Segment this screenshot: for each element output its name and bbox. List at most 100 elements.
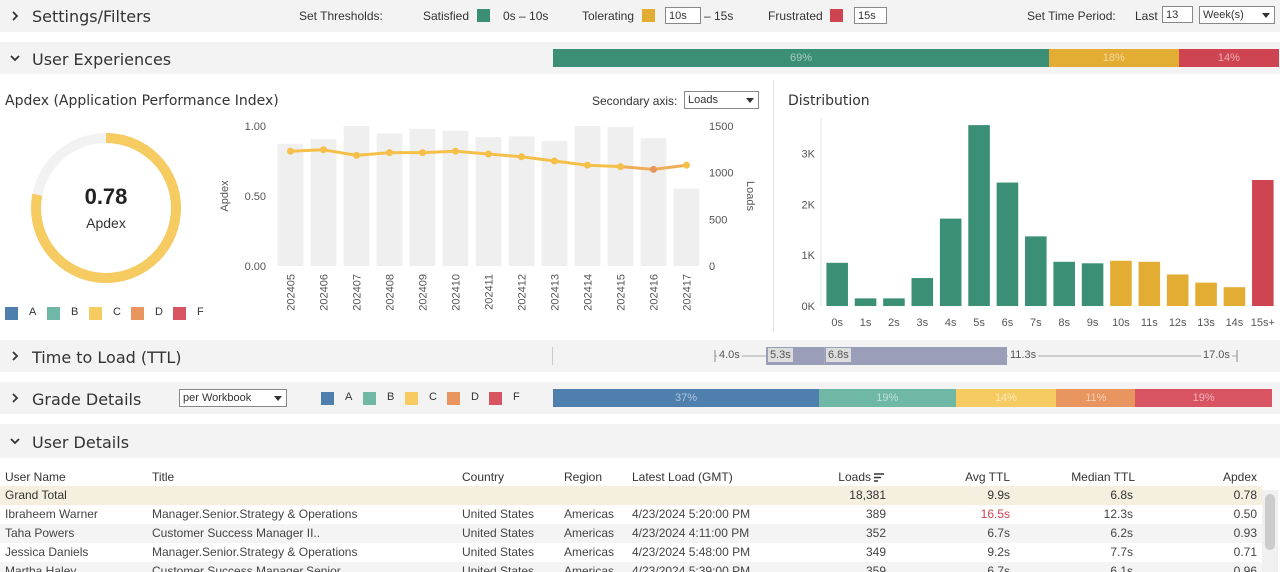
distribution-bar[interactable] xyxy=(883,298,905,306)
distribution-bar[interactable] xyxy=(1053,261,1075,306)
col-latest-load[interactable]: Latest Load (GMT) xyxy=(632,470,733,484)
apdex-point[interactable] xyxy=(683,161,690,169)
user-experiences-title[interactable]: User Experiences xyxy=(32,50,172,69)
apdex-point[interactable] xyxy=(386,149,393,157)
ux-segment-2[interactable]: 14% xyxy=(1178,49,1280,67)
table-row[interactable]: Jessica Daniels Manager.Senior.Strategy &… xyxy=(0,543,1262,562)
grade-segment-1[interactable]: 19% xyxy=(819,389,956,407)
y-tick-label: 0K xyxy=(802,301,816,313)
x-tick-label: 202417 xyxy=(682,274,694,311)
col-country[interactable]: Country xyxy=(462,470,505,484)
cell-country: United States xyxy=(462,564,535,572)
apdex-point[interactable] xyxy=(287,147,294,155)
loads-bar[interactable] xyxy=(607,126,634,266)
grand-total-apdex: 0.78 xyxy=(1233,488,1257,502)
apdex-point[interactable] xyxy=(617,163,624,171)
grade-segment-3[interactable]: 11% xyxy=(1056,389,1136,407)
distribution-bar[interactable] xyxy=(911,278,934,306)
apdex-point[interactable] xyxy=(584,161,591,169)
distribution-chart: 0K 1K 2K 3K 0s 1s 2s 3s 4s 5s 6s 7s 8s 9s 10s 11s 12s 13s… xyxy=(802,118,1275,329)
sort-icon[interactable] xyxy=(874,468,885,493)
distribution-bar[interactable] xyxy=(1195,282,1217,306)
chevron-right-icon[interactable] xyxy=(10,351,20,361)
chevron-right-icon[interactable] xyxy=(10,11,20,21)
distribution-bar[interactable] xyxy=(854,298,877,306)
distribution-bar[interactable] xyxy=(939,218,962,306)
distribution-bar[interactable] xyxy=(996,182,1019,306)
apdex-point[interactable] xyxy=(353,151,360,159)
loads-bar[interactable] xyxy=(640,138,667,266)
col-user-name[interactable]: User Name xyxy=(5,470,66,484)
frustrated-threshold-input[interactable]: 15s xyxy=(854,7,887,24)
period-unit-select[interactable]: Week(s) xyxy=(1199,6,1275,24)
legend-label-c: C xyxy=(429,391,437,403)
settings-title[interactable]: Settings/Filters xyxy=(32,7,151,26)
table-scrollbar[interactable] xyxy=(1262,490,1278,572)
distribution-bar[interactable] xyxy=(968,125,990,306)
distribution-bar[interactable] xyxy=(1081,263,1104,306)
chevron-down-icon[interactable] xyxy=(10,53,20,63)
apdex-point[interactable] xyxy=(419,149,426,157)
apdex-line-segment xyxy=(323,148,357,157)
ttl-min-label: 4.0s xyxy=(717,349,742,361)
loads-bar[interactable] xyxy=(310,139,337,266)
apdex-point[interactable] xyxy=(518,153,525,161)
cell-region: Americas xyxy=(564,526,615,540)
col-region[interactable]: Region xyxy=(564,470,603,484)
cell-country: United States xyxy=(462,507,535,521)
apdex-point[interactable] xyxy=(320,146,327,154)
apdex-point[interactable] xyxy=(452,147,459,155)
apdex-point[interactable] xyxy=(551,157,558,165)
loads-bar[interactable] xyxy=(343,126,370,266)
col-title[interactable]: Title xyxy=(152,470,175,484)
loads-bar[interactable] xyxy=(574,126,601,266)
apdex-point[interactable] xyxy=(485,150,492,158)
col-median-ttl[interactable]: Median TTL xyxy=(1071,470,1135,484)
cell-avg-ttl: 6.7s xyxy=(987,564,1010,572)
distribution-bar[interactable] xyxy=(1166,274,1189,306)
apdex-line-segment xyxy=(554,159,588,167)
loads-bar[interactable] xyxy=(475,137,502,266)
cell-title: Customer Success Manager.Senior xyxy=(152,564,341,572)
legend-label-b: B xyxy=(387,391,395,403)
cell-latest-load: 4/23/2024 5:39:00 PM xyxy=(632,564,751,572)
x-tick-label: 13s xyxy=(1197,317,1215,329)
ttl-title[interactable]: Time to Load (TTL) xyxy=(32,348,182,367)
ux-segment-1[interactable]: 18% xyxy=(1049,49,1179,67)
secondary-axis-select[interactable]: Loads xyxy=(684,91,759,109)
tolerating-swatch xyxy=(642,9,655,22)
grade-details-title[interactable]: Grade Details xyxy=(32,390,142,409)
chevron-right-icon[interactable] xyxy=(10,393,20,403)
col-apdex[interactable]: Apdex xyxy=(1222,470,1257,484)
grade-segment-2[interactable]: 14% xyxy=(955,389,1057,407)
distribution-bar[interactable] xyxy=(1138,261,1161,306)
grade-segment-4[interactable]: 19% xyxy=(1135,389,1272,407)
ux-segment-0[interactable]: 69% xyxy=(553,49,1050,67)
loads-bar[interactable] xyxy=(277,143,304,266)
scrollbar-thumb[interactable] xyxy=(1265,494,1275,550)
y2-axis-title: Loads xyxy=(744,181,756,211)
distribution-bar[interactable] xyxy=(1110,260,1132,306)
grade-scope-select[interactable]: per Workbook xyxy=(179,389,287,407)
satisfied-label: Satisfied xyxy=(423,9,470,23)
grade-segment-0[interactable]: 37% xyxy=(553,389,820,407)
tolerating-threshold-input[interactable]: 10s xyxy=(665,7,701,24)
distribution-bar[interactable] xyxy=(1025,236,1047,306)
col-avg-ttl[interactable]: Avg TTL xyxy=(965,470,1010,484)
loads-bar[interactable] xyxy=(673,188,700,266)
distribution-bar[interactable] xyxy=(1223,287,1246,306)
last-period-input[interactable]: 13 xyxy=(1162,6,1193,23)
chevron-down-icon[interactable] xyxy=(10,436,20,446)
cell-latest-load: 4/23/2024 5:48:00 PM xyxy=(632,545,751,559)
cell-loads: 352 xyxy=(865,526,886,540)
x-tick-label: 202408 xyxy=(385,274,397,311)
distribution-bar[interactable] xyxy=(1252,179,1274,306)
table-row[interactable]: Martha Haley Customer Success Manager.Sen… xyxy=(0,562,1262,572)
user-details-title[interactable]: User Details xyxy=(32,433,130,452)
cell-user-name: Ibraheem Warner xyxy=(5,507,98,521)
table-row[interactable]: Taha Powers Customer Success Manager II..… xyxy=(0,524,1262,543)
col-loads[interactable]: Loads xyxy=(838,470,871,484)
apdex-point[interactable] xyxy=(650,165,657,173)
table-row[interactable]: Ibraheem Warner Manager.Senior.Strategy &… xyxy=(0,505,1262,524)
distribution-bar[interactable] xyxy=(826,262,848,306)
